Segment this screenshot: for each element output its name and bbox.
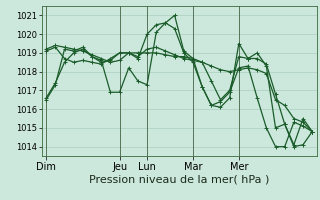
X-axis label: Pression niveau de la mer( hPa ): Pression niveau de la mer( hPa ) <box>89 174 269 184</box>
